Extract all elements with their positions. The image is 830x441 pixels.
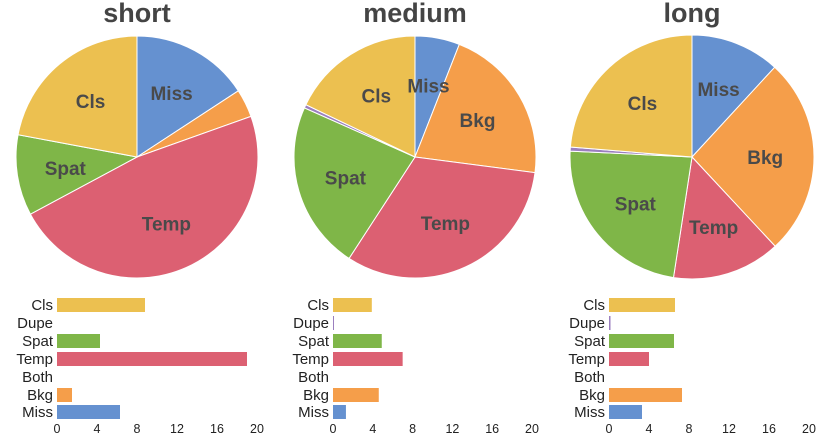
slice-label-cls: Cls bbox=[362, 87, 392, 108]
bar-label-miss: Miss bbox=[22, 404, 53, 421]
bar-miss bbox=[57, 405, 120, 419]
bar-label-temp: Temp bbox=[292, 351, 329, 368]
x-tick-label: 4 bbox=[646, 422, 653, 436]
slice-label-bkg: Bkg bbox=[747, 148, 783, 169]
panel-title: medium bbox=[363, 0, 467, 28]
slice-label-cls: Cls bbox=[76, 92, 106, 113]
x-tick-label: 4 bbox=[369, 422, 376, 436]
bar-label-bkg: Bkg bbox=[303, 387, 329, 404]
bar-label-dupe: Dupe bbox=[569, 315, 605, 332]
bar-temp bbox=[57, 352, 247, 366]
pie-slice-bkg bbox=[414, 43, 537, 174]
bar-label-miss: Miss bbox=[574, 404, 605, 421]
bar-miss bbox=[333, 405, 346, 419]
x-tick-label: 8 bbox=[686, 422, 693, 436]
pie-slice-temp bbox=[672, 155, 776, 280]
slice-label-spat: Spat bbox=[615, 194, 657, 215]
bar-spat bbox=[57, 334, 100, 348]
x-tick-label: 12 bbox=[445, 422, 459, 436]
x-tick-label: 0 bbox=[606, 422, 613, 436]
x-tick-label: 8 bbox=[134, 422, 141, 436]
slice-label-bkg: Bkg bbox=[460, 111, 496, 132]
x-tick-label: 20 bbox=[250, 422, 264, 436]
bar-cls bbox=[57, 298, 145, 312]
bar-bkg bbox=[57, 388, 72, 402]
bar-label-cls: Cls bbox=[307, 297, 329, 314]
bar-label-bkg: Bkg bbox=[27, 387, 53, 404]
pie-slice-miss bbox=[691, 34, 776, 159]
panel-title: long bbox=[664, 0, 721, 28]
bar-label-bkg: Bkg bbox=[579, 387, 605, 404]
x-tick-label: 4 bbox=[94, 422, 101, 436]
pie-slice-cls bbox=[569, 34, 693, 158]
slice-label-miss: Miss bbox=[697, 80, 739, 101]
pie-slice-cls bbox=[17, 35, 138, 158]
bar-dupe bbox=[609, 316, 611, 330]
bar-bkg bbox=[333, 388, 379, 402]
bar-label-temp: Temp bbox=[568, 351, 605, 368]
bar-label-dupe: Dupe bbox=[293, 315, 329, 332]
slice-label-spat: Spat bbox=[325, 169, 367, 190]
pie-slice-spat bbox=[15, 134, 139, 215]
bar-label-dupe: Dupe bbox=[17, 315, 53, 332]
slice-label-spat: Spat bbox=[45, 159, 87, 180]
slice-label-miss: Miss bbox=[407, 77, 449, 98]
bar-spat bbox=[609, 334, 674, 348]
x-tick-label: 12 bbox=[722, 422, 736, 436]
slice-label-temp: Temp bbox=[142, 214, 191, 235]
bar-cls bbox=[333, 298, 372, 312]
x-tick-label: 20 bbox=[802, 422, 816, 436]
pie-slice-bkg bbox=[691, 66, 815, 247]
x-tick-label: 0 bbox=[330, 422, 337, 436]
bar-dupe bbox=[333, 316, 334, 330]
bar-cls bbox=[609, 298, 675, 312]
bar-bkg bbox=[609, 388, 682, 402]
x-tick-label: 8 bbox=[409, 422, 416, 436]
x-tick-label: 16 bbox=[762, 422, 776, 436]
bar-temp bbox=[609, 352, 649, 366]
bar-label-spat: Spat bbox=[22, 333, 54, 350]
bar-miss bbox=[609, 405, 642, 419]
panel-title: short bbox=[103, 0, 171, 28]
bar-label-temp: Temp bbox=[16, 351, 53, 368]
bar-label-miss: Miss bbox=[298, 404, 329, 421]
bar-label-cls: Cls bbox=[31, 297, 53, 314]
x-tick-label: 20 bbox=[525, 422, 539, 436]
x-tick-label: 16 bbox=[485, 422, 499, 436]
bar-label-both: Both bbox=[574, 369, 605, 386]
x-tick-label: 12 bbox=[170, 422, 184, 436]
pie-slice-cls bbox=[305, 35, 416, 158]
bar-label-both: Both bbox=[22, 369, 53, 386]
bar-label-spat: Spat bbox=[574, 333, 606, 350]
pie-slice-spat bbox=[293, 107, 416, 260]
bar-label-spat: Spat bbox=[298, 333, 330, 350]
panel-long: long MissBkgTempSpatClsClsDupeSpatTempBo… bbox=[568, 0, 816, 436]
slice-label-temp: Temp bbox=[421, 214, 470, 235]
bar-temp bbox=[333, 352, 403, 366]
slice-label-temp: Temp bbox=[689, 218, 738, 239]
x-tick-label: 16 bbox=[210, 422, 224, 436]
slice-label-miss: Miss bbox=[150, 84, 192, 105]
panel-medium: medium MissBkgTempSpatClsClsDupeSpatTemp… bbox=[292, 0, 539, 436]
slice-label-cls: Cls bbox=[628, 94, 658, 115]
pie-slice-miss bbox=[136, 35, 239, 158]
pie-slice-temp bbox=[29, 115, 259, 279]
bar-spat bbox=[333, 334, 382, 348]
panel-short: short MissTempSpatClsClsDupeSpatTempBoth… bbox=[15, 0, 264, 436]
pie-slice-spat bbox=[569, 150, 693, 279]
bar-label-cls: Cls bbox=[583, 297, 605, 314]
x-tick-label: 0 bbox=[54, 422, 61, 436]
bar-label-both: Both bbox=[298, 369, 329, 386]
